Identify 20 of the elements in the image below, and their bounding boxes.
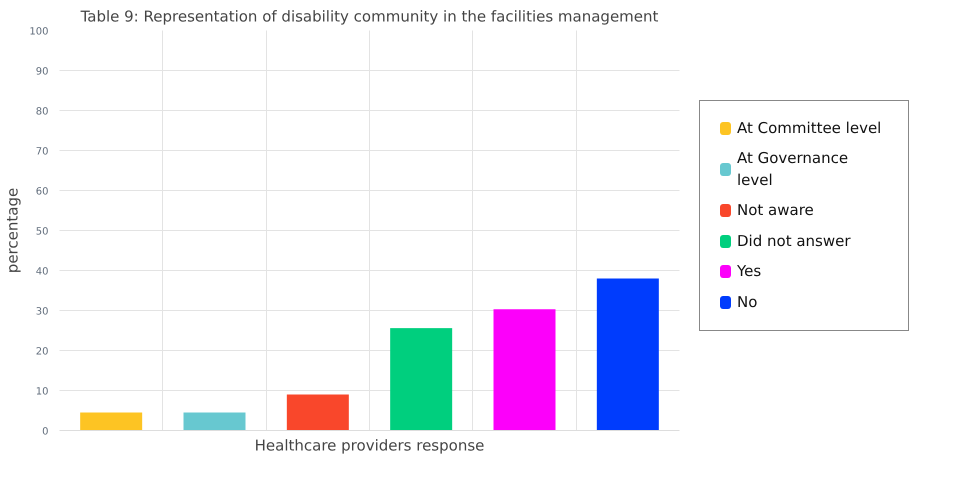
y-tick-label: 20	[36, 346, 49, 358]
x-axis-title: Healthcare providers response	[254, 436, 484, 454]
y-tick-label: 80	[36, 106, 49, 118]
legend-label: At Governance level	[736, 148, 850, 191]
y-tick-label: 10	[36, 386, 49, 398]
y-tick-label: 70	[36, 146, 49, 158]
legend-label: Not aware	[737, 200, 814, 222]
y-tick-label: 90	[36, 66, 49, 78]
chart-title: Table 9: Representation of disability community in the facilities management	[80, 8, 659, 26]
y-tick-label: 40	[36, 266, 49, 278]
y-axis-title: percentage	[3, 188, 22, 274]
legend-label: At Committee level	[737, 118, 882, 139]
y-tick-label: 100	[29, 26, 49, 38]
y-tick-label: 30	[36, 306, 49, 318]
legend-label: Yes	[737, 261, 762, 282]
y-tick-label: 0	[42, 426, 49, 438]
legend-label: Did not answer	[737, 230, 851, 252]
y-tick-label: 60	[36, 186, 49, 198]
y-tick-label: 50	[36, 226, 49, 238]
legend-label: No	[737, 292, 758, 313]
